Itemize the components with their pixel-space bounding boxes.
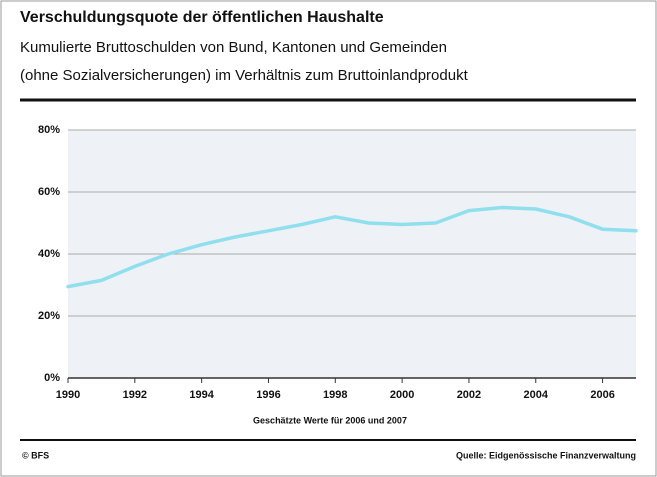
footer-left: © BFS [22,450,49,460]
x-tick-label: 1992 [123,389,147,401]
data-line [66,205,638,289]
y-tick-label: 80% [38,124,60,136]
subtitle: Kumulierte Bruttoschulden von Bund, Kant… [20,39,447,56]
y-tick-label: 40% [38,248,60,260]
annotation: Geschätzte Werte für 2006 und 2007 [253,415,407,425]
x-tick-label: 1998 [323,389,347,401]
chart-title: Verschuldungsquote der öffentlichen Haus… [20,9,384,26]
x-tick-label: 2000 [390,389,414,401]
footer-right: Quelle: Eidgenössische Finanzverwaltung [456,450,636,460]
subtitle: (ohne Sozialversicherungen) im Verhältni… [20,67,469,84]
x-tick-label: 2002 [457,389,481,401]
x-tick-label: 2006 [590,389,614,401]
y-tick-label: 20% [38,310,60,322]
y-tick-label: 60% [38,186,60,198]
x-tick-label: 1990 [56,389,80,401]
y-tick-label: 0% [44,372,60,384]
x-tick-label: 1996 [256,389,280,401]
x-tick-label: 1994 [189,389,214,401]
x-tick-label: 2004 [524,389,549,401]
